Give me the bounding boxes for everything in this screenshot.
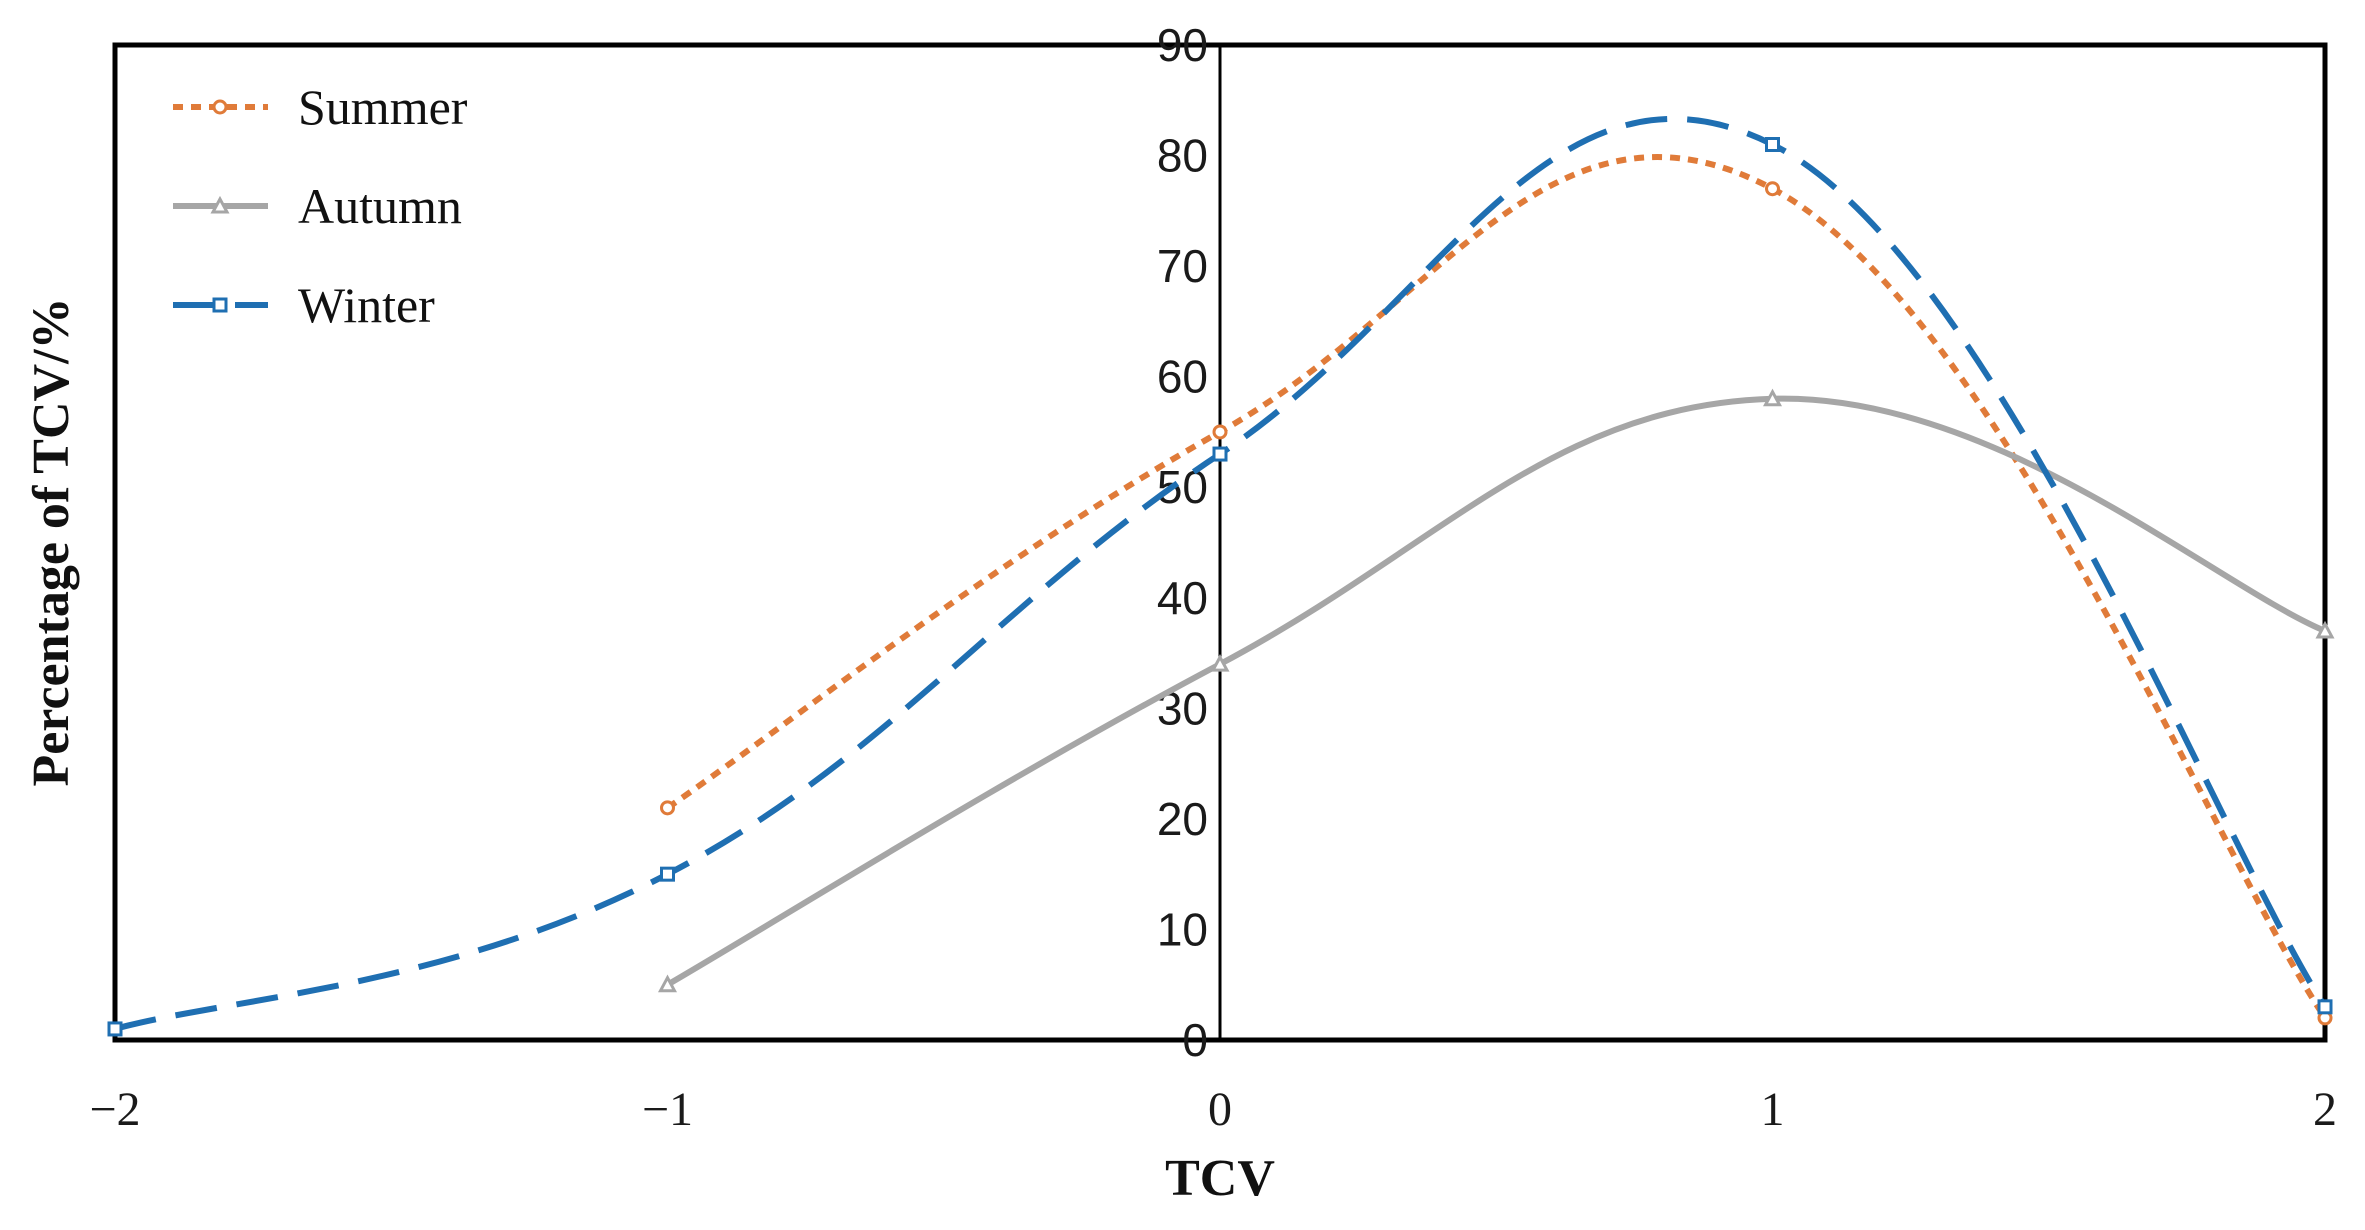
y-tick-label: 20 xyxy=(1157,793,1208,845)
series-line-summer xyxy=(665,154,2328,1020)
legend-item-autumn: Autumn xyxy=(173,178,462,234)
data-point-autumn xyxy=(1762,388,1783,407)
y-tick-label: 10 xyxy=(1157,903,1208,955)
legend-marker-summer xyxy=(212,99,228,115)
y-tick-label: 60 xyxy=(1157,351,1208,403)
data-point-autumn xyxy=(1210,653,1230,672)
y-tick-label: 80 xyxy=(1157,130,1208,182)
series-autumn xyxy=(657,388,2335,993)
x-axis-title: TCV xyxy=(1165,1150,1275,1207)
data-point-winter xyxy=(2317,999,2333,1015)
y-tick-label: 0 xyxy=(1182,1014,1208,1066)
x-tick-label: 2 xyxy=(2313,1083,2337,1136)
series-line-autumn xyxy=(665,395,2327,988)
legend-item-summer: Summer xyxy=(173,79,468,135)
y-tick-label: 90 xyxy=(1157,19,1208,71)
data-point-winter xyxy=(107,1021,123,1037)
y-tick-label: 30 xyxy=(1157,682,1208,734)
legend-item-winter: Winter xyxy=(173,277,435,333)
data-point-summer xyxy=(1765,181,1780,197)
legend-label-autumn: Autumn xyxy=(298,178,462,234)
data-point-winter xyxy=(660,866,675,882)
legend-label-winter: Winter xyxy=(298,277,435,333)
y-tick-label: 40 xyxy=(1157,572,1208,624)
legend: Summer Autumn Winter xyxy=(173,79,468,333)
legend-label-summer: Summer xyxy=(298,79,468,135)
data-point-autumn xyxy=(2315,620,2335,639)
data-point-winter xyxy=(1212,446,1228,462)
series-layer xyxy=(107,115,2335,1037)
data-point-summer xyxy=(660,800,675,816)
data-point-autumn xyxy=(657,974,678,993)
x-tick-label: 0 xyxy=(1208,1083,1232,1136)
legend-marker-autumn xyxy=(210,195,230,214)
y-tick-label: 70 xyxy=(1157,240,1208,292)
data-point-summer xyxy=(1212,424,1228,440)
x-tick-labels: −2 −1 0 1 2 xyxy=(89,1083,2337,1136)
series-line-winter xyxy=(114,115,2328,1032)
x-tick-label: −2 xyxy=(89,1083,140,1136)
series-summer xyxy=(660,154,2333,1026)
x-tick-label: 1 xyxy=(1761,1083,1785,1136)
x-tick-label: −1 xyxy=(642,1083,693,1136)
data-point-winter xyxy=(1765,137,1780,152)
legend-marker-winter xyxy=(212,297,228,313)
series-winter xyxy=(107,115,2333,1037)
y-axis-title: Percentage of TCV/% xyxy=(23,297,80,786)
